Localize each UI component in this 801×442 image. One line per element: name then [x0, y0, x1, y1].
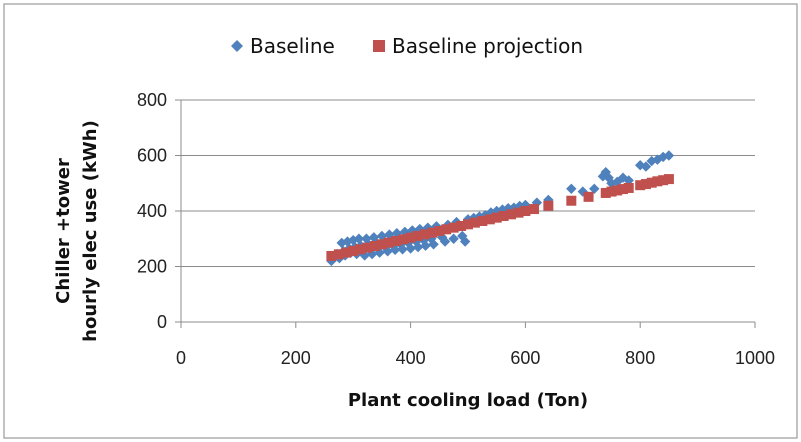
x-tick-label: 800 [625, 348, 655, 368]
baseline-point [589, 183, 600, 194]
baseline-point [448, 233, 459, 244]
baseline-point [405, 243, 416, 254]
baseline-projection-point [376, 239, 387, 250]
baseline-point [397, 244, 408, 255]
baseline-point [439, 236, 451, 247]
baseline-projection-point [348, 245, 359, 256]
baseline-projection-point [405, 232, 416, 243]
baseline-projection-point [434, 225, 445, 236]
baseline-projection-point [529, 204, 540, 215]
tick-labels: 0 200 400 600 800 0 200 400 600 800 1000 [137, 90, 775, 368]
y-tick-label: 200 [137, 257, 167, 277]
baseline-projection-point [398, 234, 409, 245]
baseline-point [420, 240, 431, 251]
baseline-projection-point [370, 240, 381, 251]
baseline-projection-point [484, 214, 495, 225]
chart-border [3, 3, 798, 439]
baseline-projection-point [663, 174, 674, 185]
baseline-point [459, 236, 471, 247]
baseline-point [663, 150, 675, 161]
legend-label-baseline-projection: Baseline projection [392, 34, 583, 58]
y-tick-label: 0 [157, 312, 167, 332]
baseline-projection-point [617, 184, 628, 195]
legend: Baseline Baseline projection [231, 34, 583, 58]
baseline-projection-point [441, 224, 452, 235]
y-tick-label: 800 [137, 90, 167, 110]
x-tick-label: 200 [281, 348, 311, 368]
x-tick-label: 0 [176, 348, 186, 368]
baseline-projection-point [477, 215, 488, 226]
baseline-projection-point [543, 200, 554, 211]
baseline-point [412, 241, 424, 253]
baseline-projection-point [612, 185, 623, 196]
baseline-projection-point [635, 180, 646, 191]
baseline-point [646, 155, 657, 167]
baseline-projection-point [326, 250, 337, 261]
baseline-point [566, 183, 577, 194]
baseline-point [652, 154, 663, 165]
baseline-projection-point [469, 217, 480, 228]
legend-marker-baseline-projection [373, 40, 385, 52]
baseline-projection-point [412, 230, 423, 241]
baseline-point [577, 186, 588, 197]
baseline-projection-point [506, 209, 517, 220]
x-tick-label: 400 [396, 348, 426, 368]
baseline-projection-point [652, 176, 663, 187]
baseline-point [428, 239, 439, 250]
axes [175, 99, 756, 328]
baseline-projection-point [498, 210, 509, 221]
x-tick-label: 600 [510, 348, 540, 368]
baseline-projection-point [463, 219, 473, 230]
baseline-projection-point [606, 186, 617, 197]
baseline-projection-point [600, 187, 611, 198]
x-axis-title: Plant cooling load (Ton) [348, 390, 588, 411]
legend-marker-baseline [231, 40, 243, 52]
x-tick-label: 1000 [735, 348, 775, 368]
baseline-projection-point [520, 206, 531, 216]
baseline-projection-point [640, 179, 651, 190]
data-series [326, 150, 675, 267]
y-tick-label: 400 [137, 201, 167, 221]
baseline-projection-point [491, 212, 502, 223]
baseline-projection-point [658, 175, 669, 186]
baseline-projection-point [566, 195, 577, 206]
baseline-point [353, 233, 365, 244]
baseline-projection-point [513, 207, 524, 218]
baseline-projection-point [448, 222, 459, 233]
baseline-point [635, 160, 646, 171]
baseline-point [617, 172, 629, 183]
baseline-projection-point [419, 229, 430, 240]
baseline-projection-point [341, 247, 352, 258]
baseline-projection-point [456, 220, 467, 231]
y-axis-title-line-2: hourly elec use (kWh) [80, 120, 101, 342]
baseline-projection-point [362, 242, 373, 253]
baseline-projection-point [355, 244, 366, 255]
gridlines [181, 99, 755, 267]
baseline-projection-point [583, 191, 594, 202]
baseline-projection-point [333, 249, 344, 260]
baseline-point [657, 151, 669, 163]
baseline-projection-point [623, 182, 634, 193]
baseline-projection-point [383, 237, 394, 248]
baseline-projection-point [427, 227, 438, 238]
y-axis-title-line-1: Chiller +tower [53, 158, 74, 304]
y-tick-label: 600 [137, 146, 167, 166]
baseline-point [640, 161, 652, 172]
baseline-projection-point [646, 177, 657, 188]
legend-label-baseline: Baseline [250, 34, 335, 58]
baseline-projection-point [391, 235, 402, 246]
